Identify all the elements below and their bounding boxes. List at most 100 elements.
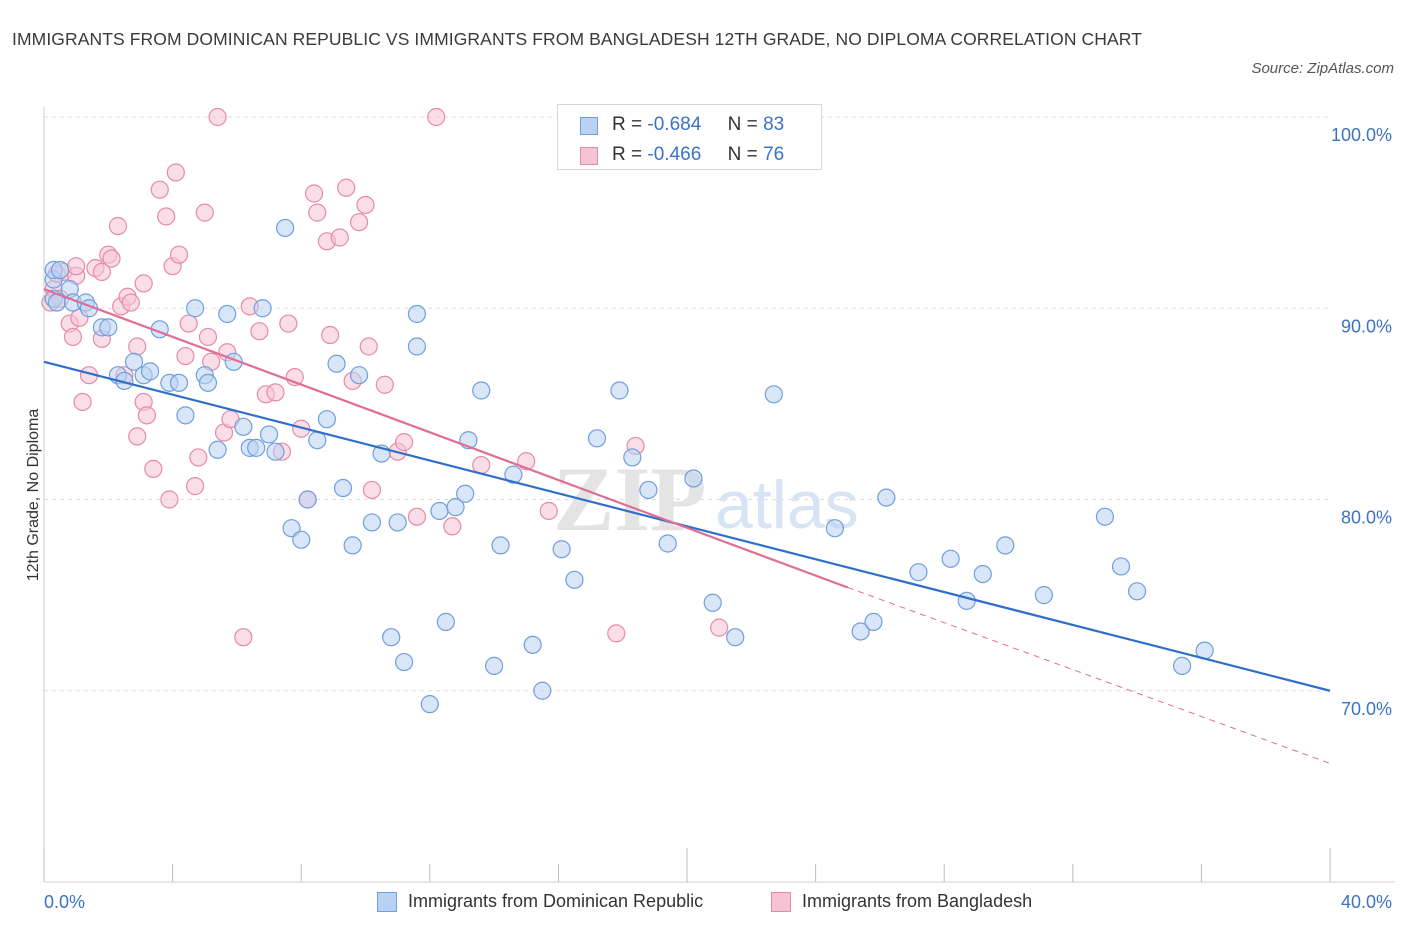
trend-line-dominican	[43, 360, 1331, 692]
dominican-point	[343, 536, 362, 555]
dominican-point	[394, 652, 414, 672]
dominican-point	[472, 381, 491, 400]
bangladesh-point	[250, 322, 269, 341]
bangladesh-point	[330, 228, 349, 247]
y-tick-label: 100.0%	[1331, 125, 1392, 145]
dominican-point	[420, 695, 439, 714]
bangladesh-point	[121, 293, 140, 312]
legend-r-label: R =	[612, 144, 643, 165]
legend-n-label: N =	[727, 114, 758, 135]
bangladesh-points	[41, 107, 729, 647]
axis-labels: 100.0% 90.0% 80.0% 70.0% 0.0% 40.0% 12th Grade…	[25, 125, 1392, 912]
dominican-point	[208, 440, 227, 459]
dominican-point	[333, 478, 353, 498]
dominican-point	[276, 218, 295, 238]
dominican-point	[349, 366, 369, 385]
bangladesh-point	[169, 245, 189, 264]
bangladesh-point	[308, 203, 327, 222]
bangladesh-point	[189, 448, 208, 467]
dominican-point	[436, 612, 455, 632]
bottom-legend-swatch-blue	[377, 892, 397, 912]
dominican-point	[877, 488, 896, 507]
dominican-point	[973, 564, 992, 584]
dominican-point	[382, 628, 401, 647]
dominican-point	[941, 549, 960, 568]
legend-swatch-pink	[580, 147, 598, 165]
dominican-point	[623, 448, 642, 467]
gridlines	[44, 116, 1330, 692]
bangladesh-point	[157, 207, 176, 226]
bangladesh-point	[427, 107, 446, 127]
axes	[43, 107, 1395, 883]
bangladesh-point	[186, 477, 205, 496]
dominican-point	[99, 318, 118, 337]
correlation-legend: R = -0.684 N = 83 R = -0.466 N = 76	[557, 104, 822, 170]
bangladesh-point	[375, 375, 394, 394]
x-tick-label-right: 40.0%	[1341, 892, 1392, 912]
dominican-point	[446, 498, 465, 517]
chart-title: IMMIGRANTS FROM DOMINICAN REPUBLIC VS IM…	[12, 29, 1142, 49]
y-tick-label: 80.0%	[1341, 508, 1392, 528]
dominican-point	[456, 484, 475, 503]
legend-swatch-blue	[580, 117, 598, 135]
dominican-point	[176, 406, 195, 425]
dominican-point	[851, 622, 870, 641]
dominican-point	[957, 591, 976, 610]
bangladesh-point	[134, 274, 153, 293]
x-tick-label-left: 0.0%	[44, 892, 85, 912]
dominican-point	[298, 490, 317, 509]
bangladesh-point	[266, 383, 285, 402]
dominican-point	[259, 425, 279, 444]
legend-n-value-bangladesh: 76	[763, 144, 785, 165]
dominican-point	[703, 593, 722, 612]
bangladesh-point	[166, 163, 185, 182]
dominican-point	[362, 513, 382, 532]
legend-r-value-dominican: -0.684	[647, 114, 702, 135]
dominican-point	[186, 299, 205, 318]
dominican-point	[610, 381, 629, 400]
dominican-point	[1095, 507, 1115, 526]
dominican-point	[266, 442, 285, 461]
dominican-point	[169, 373, 189, 392]
bangladesh-point	[137, 406, 156, 425]
dominican-point	[658, 534, 677, 553]
dominican-point	[50, 260, 70, 280]
y-tick-label: 70.0%	[1341, 699, 1392, 719]
bangladesh-point	[208, 107, 227, 127]
bangladesh-point	[356, 195, 375, 215]
dominican-point	[253, 299, 272, 318]
bangladesh-point	[349, 213, 369, 232]
bangladesh-point	[539, 501, 558, 521]
dominican-points	[44, 218, 1214, 714]
dominican-point	[764, 385, 783, 404]
trend-line-bangladesh	[43, 288, 849, 589]
dominican-point	[533, 681, 552, 700]
dominican-point	[292, 530, 311, 549]
dominican-point	[140, 362, 160, 381]
dominican-point	[407, 337, 427, 356]
dominican-point	[1173, 656, 1192, 675]
bangladesh-point	[144, 459, 163, 478]
bangladesh-point	[128, 337, 147, 356]
dominican-point	[909, 563, 928, 582]
bangladesh-point	[359, 337, 378, 356]
dominican-point	[491, 536, 510, 555]
legend-r-value-bangladesh: -0.466	[647, 144, 702, 165]
dominican-point	[864, 612, 883, 632]
dominican-point	[234, 417, 253, 436]
dominican-point	[825, 519, 844, 538]
bangladesh-point	[443, 517, 462, 536]
bangladesh-point	[710, 618, 729, 637]
dominican-point	[218, 304, 237, 324]
bangladesh-point	[73, 392, 92, 412]
bangladesh-point	[150, 180, 169, 199]
dominican-point	[726, 628, 745, 647]
bangladesh-point	[108, 216, 128, 236]
dominican-point	[198, 373, 218, 392]
bangladesh-point	[63, 327, 83, 347]
dominican-point	[430, 501, 449, 521]
legend-n-value-dominican: 83	[763, 114, 785, 135]
dominican-point	[996, 536, 1015, 555]
bangladesh-point	[234, 628, 253, 647]
